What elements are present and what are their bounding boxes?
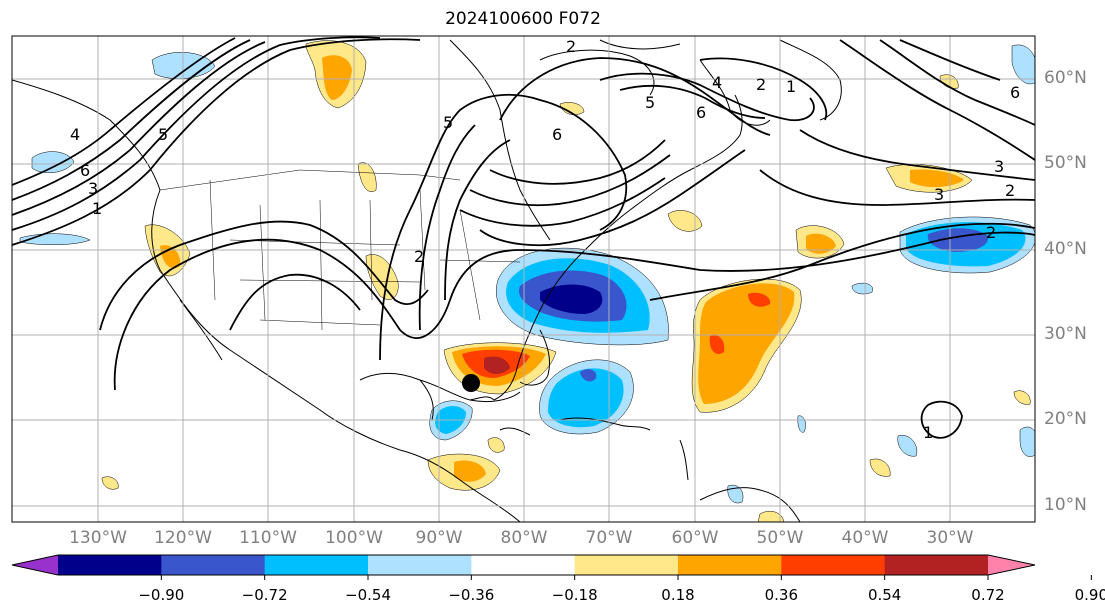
state-borders — [159, 169, 521, 331]
contour-label: 3 — [934, 185, 944, 204]
map-title: 2024100600 F072 — [445, 9, 601, 29]
colorbar-tick-label: 0.36 — [764, 586, 799, 604]
lon-label-120w: 120°W — [154, 528, 212, 548]
colorbar-segment — [161, 555, 266, 575]
lon-label-110w: 110°W — [239, 528, 297, 548]
lon-label-30w: 30°W — [926, 528, 974, 548]
colorbar-segments — [12, 555, 1035, 575]
lat-label-40n: 40°N — [1044, 239, 1087, 259]
contour-label: 5 — [158, 125, 168, 144]
colorbar-segment — [781, 555, 886, 575]
contour-label: 4 — [70, 125, 80, 144]
storm-center-marker — [462, 374, 480, 392]
lat-label-30n: 30°N — [1044, 324, 1087, 344]
colorbar-tick-label: −0.54 — [345, 586, 391, 604]
contour-label: 2 — [414, 247, 424, 266]
contour-label: 2 — [566, 37, 576, 56]
colorbar-segment — [12, 555, 58, 575]
lon-label-40w: 40°W — [841, 528, 889, 548]
colorbar-segment — [574, 555, 679, 575]
contour-label: 6 — [696, 103, 706, 122]
contour-label: 1 — [923, 423, 933, 442]
colorbar-tick-label: 0.90 — [1074, 586, 1105, 604]
contour-label: 2 — [756, 75, 766, 94]
contour-label: 5 — [443, 113, 453, 132]
lon-label-50w: 50°W — [756, 528, 804, 548]
colorbar-outline — [11, 554, 1036, 576]
map-frame — [11, 35, 1036, 523]
colorbar-tick-label: −0.90 — [138, 586, 185, 604]
contour-label: 6 — [80, 161, 90, 180]
lon-label-60w: 60°W — [671, 528, 719, 548]
lat-label-20n: 20°N — [1044, 409, 1087, 429]
gridlines — [12, 36, 1035, 522]
colorbar-segment — [368, 555, 472, 575]
shaded-anomalies — [19, 40, 1035, 522]
contour-label: 1 — [92, 199, 102, 218]
contour-label: 6 — [552, 125, 562, 144]
colorbar-segment — [988, 555, 1035, 575]
contour-label: 1 — [786, 77, 796, 96]
contour-label-group: 1 2 3 4 5 6 5 6 4 2 1 6 5 3 2 3 2 1 2 6 — [70, 37, 1020, 442]
colorbar-tick-label: −0.36 — [448, 586, 495, 604]
lon-label-100w: 100°W — [325, 528, 383, 548]
colorbar-ticks — [160, 575, 1092, 580]
colorbar-segment — [471, 555, 576, 575]
colorbar-tick-label: −0.18 — [551, 586, 598, 604]
contour-label: 5 — [645, 93, 655, 112]
colorbar-segment — [264, 555, 369, 575]
colorbar-tick-label: 0.18 — [661, 586, 695, 604]
contour-label: 6 — [1010, 83, 1020, 102]
lon-label-80w: 80°W — [500, 528, 548, 548]
contour-label: 3 — [88, 179, 98, 198]
contour-label: 3 — [994, 157, 1004, 176]
colorbar-tick-label: −0.72 — [241, 586, 288, 604]
colorbar-tick-label: 0.54 — [867, 586, 902, 604]
contour-label: 2 — [1005, 181, 1015, 200]
lon-label-90w: 90°W — [415, 528, 463, 548]
contour-label: 4 — [712, 73, 722, 92]
colorbar-segment — [884, 555, 989, 575]
lon-label-130w: 130°W — [69, 528, 127, 548]
colorbar-segment — [58, 555, 162, 575]
lat-label-60n: 60°N — [1044, 68, 1087, 88]
lon-label-70w: 70°W — [585, 528, 633, 548]
contour-lines — [12, 36, 1035, 439]
colorbar-segment — [678, 555, 782, 575]
lat-label-50n: 50°N — [1044, 153, 1087, 173]
contour-label: 2 — [986, 223, 996, 242]
colorbar-tick-label: 0.72 — [971, 586, 1005, 604]
lat-label-10n: 10°N — [1044, 495, 1087, 515]
